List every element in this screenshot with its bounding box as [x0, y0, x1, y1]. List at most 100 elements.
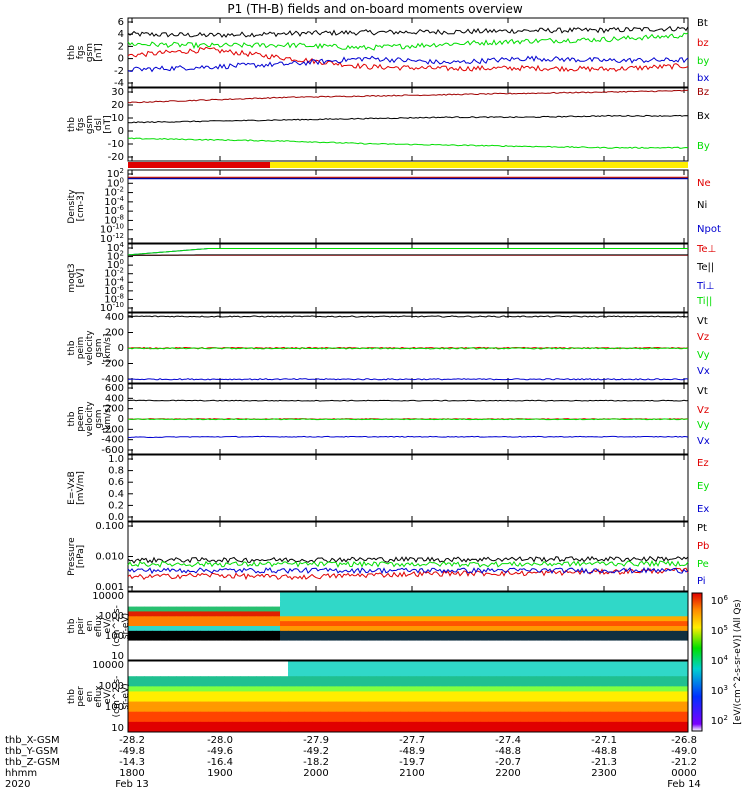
heatmap-cell: [176, 701, 185, 708]
time-row-value: -21.3: [591, 757, 617, 768]
heatmap-cell: [656, 706, 665, 713]
heatmap-cell: [224, 601, 233, 608]
heatmap-cell: [424, 635, 433, 642]
heatmap-cell: [368, 711, 377, 718]
heatmap-cell: [320, 696, 329, 703]
heatmap-cell: [336, 701, 345, 708]
heatmap-cell: [280, 686, 289, 692]
heatmap-cell: [440, 606, 449, 612]
heatmap-cell: [584, 592, 593, 598]
heatmap-cell: [608, 621, 617, 627]
heatmap-cell: [288, 681, 297, 687]
heatmap-cell: [552, 640, 561, 646]
heatmap-cell: [136, 616, 145, 622]
heatmap-cell: [456, 621, 465, 627]
heatmap-cell: [456, 596, 465, 603]
heatmap-cell: [592, 716, 601, 723]
heatmap-cell: [392, 686, 401, 692]
heatmap-cell: [480, 716, 489, 723]
ylabel-line: gsm: [94, 338, 104, 357]
heatmap-cell: [312, 645, 321, 651]
heatmap-cell: [632, 626, 641, 632]
heatmap-cell: [448, 696, 457, 703]
heatmap-cell: [384, 691, 393, 697]
heatmap-cell: [232, 696, 241, 703]
legend-Pt: Pt: [697, 523, 707, 534]
heatmap-cell: [192, 726, 201, 733]
heatmap-cell: [344, 691, 353, 697]
time-row-label: thb_Y-GSM: [5, 746, 58, 757]
heatmap-cell: [584, 640, 593, 646]
heatmap-cell: [320, 691, 329, 697]
time-row-value: -20.7: [495, 757, 521, 768]
heatmap-cell: [432, 592, 441, 598]
heatmap-cell: [288, 666, 297, 672]
heatmap-cell: [200, 711, 209, 718]
heatmap-cell: [352, 655, 361, 661]
heatmap-cell: [128, 606, 137, 612]
heatmap-cell: [504, 635, 513, 642]
heatmap-cell: [504, 676, 513, 682]
heatmap-cell: [472, 592, 481, 598]
heatmap-cell: [176, 691, 185, 697]
heatmap-cell: [664, 601, 673, 608]
heatmap-cell: [280, 671, 289, 677]
heatmap-cell: [360, 716, 369, 723]
heatmap-cell: [448, 711, 457, 718]
heatmap-cell: [152, 696, 161, 703]
heatmap-cell: [272, 706, 281, 713]
heatmap-cell: [608, 601, 617, 608]
heatmap-cell: [408, 706, 417, 713]
heatmap-cell: [360, 650, 369, 656]
heatmap-cell: [472, 650, 481, 656]
ylabel-line: [nT]: [103, 115, 113, 133]
heatmap-cell: [352, 606, 361, 612]
heatmap-cell: [144, 711, 153, 718]
heatmap-cell: [496, 630, 505, 637]
heatmap-cell: [208, 711, 217, 718]
heatmap-cell: [232, 716, 241, 723]
heatmap-cell: [136, 626, 145, 632]
ylabel-line: peem: [76, 406, 86, 432]
heatmap-cell: [136, 711, 145, 718]
heatmap-cell: [328, 592, 337, 598]
heatmap-cell: [168, 711, 177, 718]
heatmap-cell: [272, 611, 281, 617]
heatmap-cell: [520, 711, 529, 718]
heatmap-cell: [200, 606, 209, 612]
heatmap-cell: [648, 645, 657, 651]
heatmap-cell: [256, 701, 265, 708]
heatmap-cell: [576, 596, 585, 603]
heatmap-cell: [208, 601, 217, 608]
heatmap-cell: [408, 686, 417, 692]
heatmap-cell: [432, 696, 441, 703]
heatmap-cell: [256, 635, 265, 642]
heatmap-cell: [168, 635, 177, 642]
heatmap-cell: [648, 666, 657, 672]
heatmap-cell: [616, 621, 625, 627]
heatmap-cell: [552, 601, 561, 608]
heatmap-cell: [392, 621, 401, 627]
heatmap-cell: [296, 650, 305, 656]
heatmap-cell: [408, 606, 417, 612]
heatmap-cell: [656, 676, 665, 682]
heatmap-cell: [320, 681, 329, 687]
heatmap-cell: [624, 726, 633, 733]
heatmap-cell: [496, 716, 505, 723]
heatmap-cell: [272, 671, 281, 677]
heatmap-cell: [376, 721, 385, 728]
heatmap-cell: [576, 655, 585, 661]
heatmap-cell: [200, 601, 209, 608]
heatmap-cell: [264, 661, 273, 667]
heatmap-cell: [672, 681, 681, 687]
legend-Pi: Pi: [697, 576, 706, 587]
heatmap-cell: [576, 726, 585, 733]
heatmap-cell: [128, 616, 137, 622]
heatmap-cell: [576, 626, 585, 632]
heatmap-cell: [240, 726, 249, 733]
heatmap-cell: [480, 726, 489, 733]
heatmap-cell: [648, 592, 657, 598]
heatmap-cell: [168, 650, 177, 656]
heatmap-cell: [528, 701, 537, 708]
heatmap-cell: [624, 661, 633, 667]
